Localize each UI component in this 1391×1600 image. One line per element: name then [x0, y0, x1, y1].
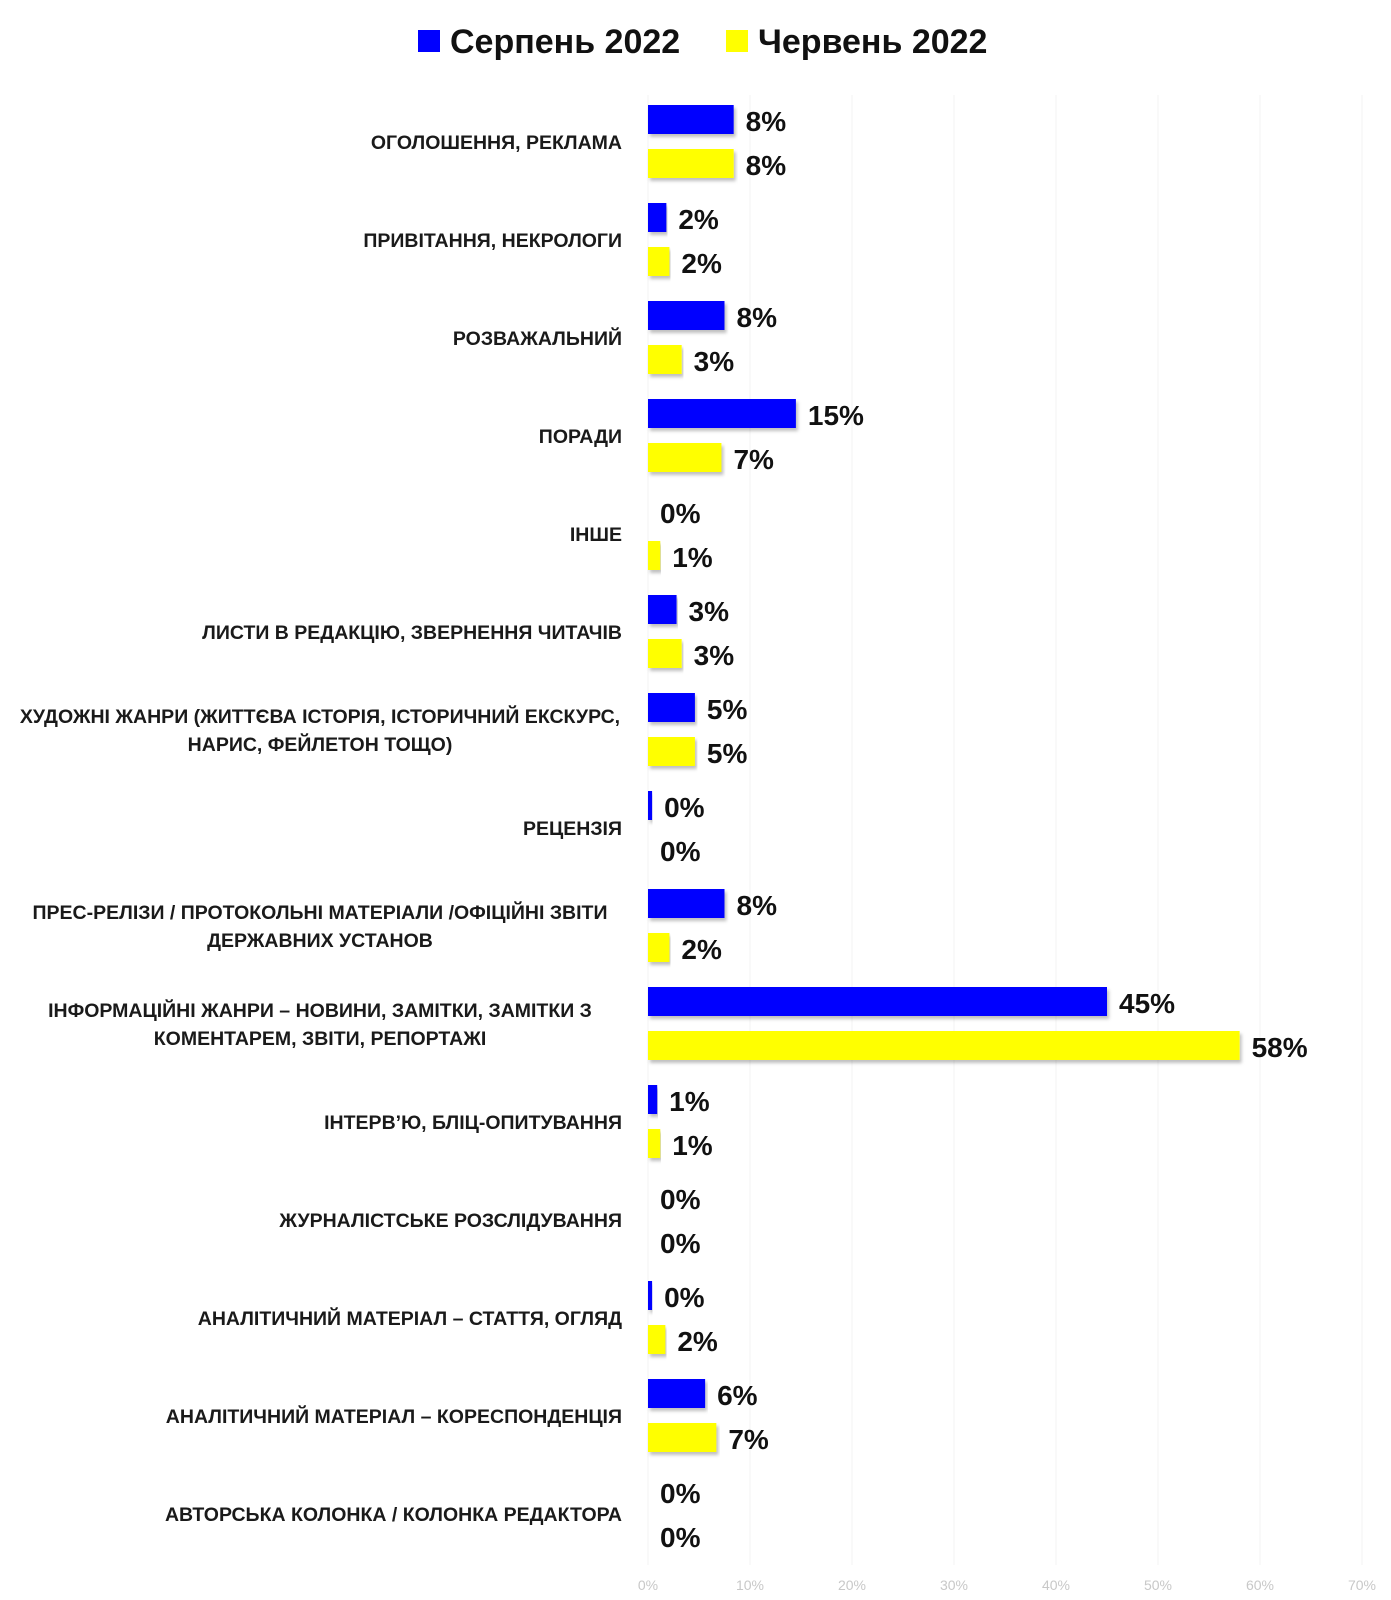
- bar-jun: [648, 1129, 661, 1158]
- legend-label: Червень 2022: [758, 23, 987, 61]
- bar-aug: [648, 105, 734, 134]
- data-label: 45%: [1119, 988, 1175, 1019]
- bar-aug: [648, 399, 796, 428]
- bar-aug: [648, 889, 725, 918]
- category-label-line: ХУДОЖНІ ЖАНРИ (ЖИТТЄВА ІСТОРІЯ, ІСТОРИЧН…: [20, 704, 620, 728]
- data-label: 5%: [707, 738, 748, 769]
- bar-jun: [648, 1031, 1240, 1060]
- bars: 8%2%8%15%0%3%5%0%8%45%1%0%0%6%0%8%2%3%7%…: [648, 105, 1308, 1553]
- data-label: 1%: [672, 1130, 713, 1161]
- bar-aug: [648, 1281, 653, 1310]
- bar-aug: [648, 203, 667, 232]
- data-label: 7%: [733, 444, 774, 475]
- category-label: ПРИВІТАННЯ, НЕКРОЛОГИ: [363, 230, 622, 252]
- category-labels: ОГОЛОШЕННЯ, РЕКЛАМА ПРИВІТАННЯ, НЕКРОЛОГИ…: [20, 132, 622, 1526]
- category-label: ЖУРНАЛІСТСЬКЕ РОЗСЛІДУВАННЯ: [278, 1210, 622, 1232]
- data-label: 3%: [689, 596, 730, 627]
- data-label: 1%: [672, 542, 713, 573]
- bar-jun: [648, 149, 734, 178]
- bar-jun: [648, 933, 670, 962]
- data-label: 3%: [694, 640, 735, 671]
- x-tick-label: 70%: [1348, 1577, 1376, 1593]
- data-label: 2%: [681, 934, 722, 965]
- bar-jun: [648, 1325, 666, 1354]
- x-tick-label: 0%: [638, 1577, 658, 1593]
- legend-item: Серпень 2022: [418, 23, 680, 61]
- x-tick-label: 20%: [838, 1577, 866, 1593]
- x-tick-label: 60%: [1246, 1577, 1274, 1593]
- category-label: АНАЛІТИЧНИЙ МАТЕРІАЛ – КОРЕСПОНДЕНЦІЯ: [166, 1404, 622, 1428]
- category-label: РОЗВАЖАЛЬНИЙ: [453, 326, 622, 350]
- category-label-line: ІНФОРМАЦІЙНІ ЖАНРИ – НОВИНИ, ЗАМІТКИ, ЗА…: [48, 998, 592, 1022]
- bar-jun: [648, 443, 722, 472]
- category-label-line: НАРИС, ФЕЙЛЕТОН ТОЩО): [188, 732, 453, 756]
- category-label-line: КОМЕНТАРЕМ, ЗВІТИ, РЕПОРТАЖІ: [154, 1028, 487, 1050]
- data-label: 0%: [660, 498, 701, 529]
- data-label: 2%: [678, 204, 719, 235]
- category-label: ІНФОРМАЦІЙНІ ЖАНРИ – НОВИНИ, ЗАМІТКИ, ЗА…: [48, 998, 592, 1050]
- data-label: 0%: [660, 1522, 701, 1553]
- data-label: 0%: [664, 792, 705, 823]
- x-tick-label: 50%: [1144, 1577, 1172, 1593]
- data-label: 58%: [1252, 1032, 1308, 1063]
- category-label: ІНТЕРВ’Ю, БЛІЦ-ОПИТУВАННЯ: [324, 1112, 622, 1134]
- bar-jun: [648, 345, 682, 374]
- legend-swatch: [418, 30, 440, 52]
- data-label: 0%: [660, 836, 701, 867]
- data-label: 8%: [737, 890, 778, 921]
- category-label: РЕЦЕНЗІЯ: [523, 818, 622, 840]
- data-label: 2%: [681, 248, 722, 279]
- data-label: 0%: [660, 1228, 701, 1259]
- legend-label: Серпень 2022: [450, 23, 680, 61]
- data-label: 8%: [746, 106, 787, 137]
- category-label: ОГОЛОШЕННЯ, РЕКЛАМА: [371, 132, 622, 154]
- data-label: 5%: [707, 694, 748, 725]
- bar-aug: [648, 1379, 706, 1408]
- legend: Серпень 2022 Червень 2022: [418, 23, 987, 61]
- category-label: АВТОРСЬКА КОЛОНКА / КОЛОНКА РЕДАКТОРА: [165, 1504, 622, 1526]
- category-label-line: ДЕРЖАВНИХ УСТАНОВ: [207, 930, 433, 952]
- data-label: 3%: [694, 346, 735, 377]
- data-label: 0%: [660, 1184, 701, 1215]
- bar-aug: [648, 595, 677, 624]
- x-tick-label: 40%: [1042, 1577, 1070, 1593]
- bar-aug: [648, 791, 653, 820]
- bar-jun: [648, 639, 682, 668]
- bar-jun: [648, 737, 695, 766]
- category-label: ІНШЕ: [570, 524, 622, 546]
- data-label: 8%: [737, 302, 778, 333]
- x-tick-label: 30%: [940, 1577, 968, 1593]
- legend-item: Червень 2022: [726, 23, 987, 61]
- category-label: ПОРАДИ: [539, 426, 622, 448]
- bar-jun: [648, 247, 670, 276]
- bar-aug: [648, 1085, 658, 1114]
- category-label: АНАЛІТИЧНИЙ МАТЕРІАЛ – СТАТТЯ, ОГЛЯД: [198, 1306, 622, 1330]
- data-label: 0%: [660, 1478, 701, 1509]
- gridlines: [647, 95, 1363, 1565]
- category-label: ХУДОЖНІ ЖАНРИ (ЖИТТЄВА ІСТОРІЯ, ІСТОРИЧН…: [20, 704, 620, 756]
- legend-swatch: [726, 30, 748, 52]
- bar-aug: [648, 987, 1107, 1016]
- bar-aug: [648, 693, 695, 722]
- bar-jun: [648, 541, 661, 570]
- data-label: 1%: [669, 1086, 710, 1117]
- data-label: 15%: [808, 400, 864, 431]
- category-label-line: ПРЕС-РЕЛІЗИ / ПРОТОКОЛЬНІ МАТЕРІАЛИ /ОФІ…: [33, 900, 608, 924]
- data-label: 0%: [664, 1282, 705, 1313]
- category-label: ЛИСТИ В РЕДАКЦІЮ, ЗВЕРНЕННЯ ЧИТАЧІВ: [202, 622, 622, 644]
- bar-jun: [648, 1423, 717, 1452]
- bar-aug: [648, 301, 725, 330]
- data-label: 8%: [746, 150, 787, 181]
- x-tick-label: 10%: [736, 1577, 764, 1593]
- data-label: 2%: [677, 1326, 718, 1357]
- category-label: ПРЕС-РЕЛІЗИ / ПРОТОКОЛЬНІ МАТЕРІАЛИ /ОФІ…: [33, 900, 608, 952]
- data-label: 7%: [728, 1424, 769, 1455]
- x-axis-ticks: 0% 10% 20% 30% 40% 50% 60% 70%: [638, 1577, 1376, 1593]
- data-label: 6%: [717, 1380, 758, 1411]
